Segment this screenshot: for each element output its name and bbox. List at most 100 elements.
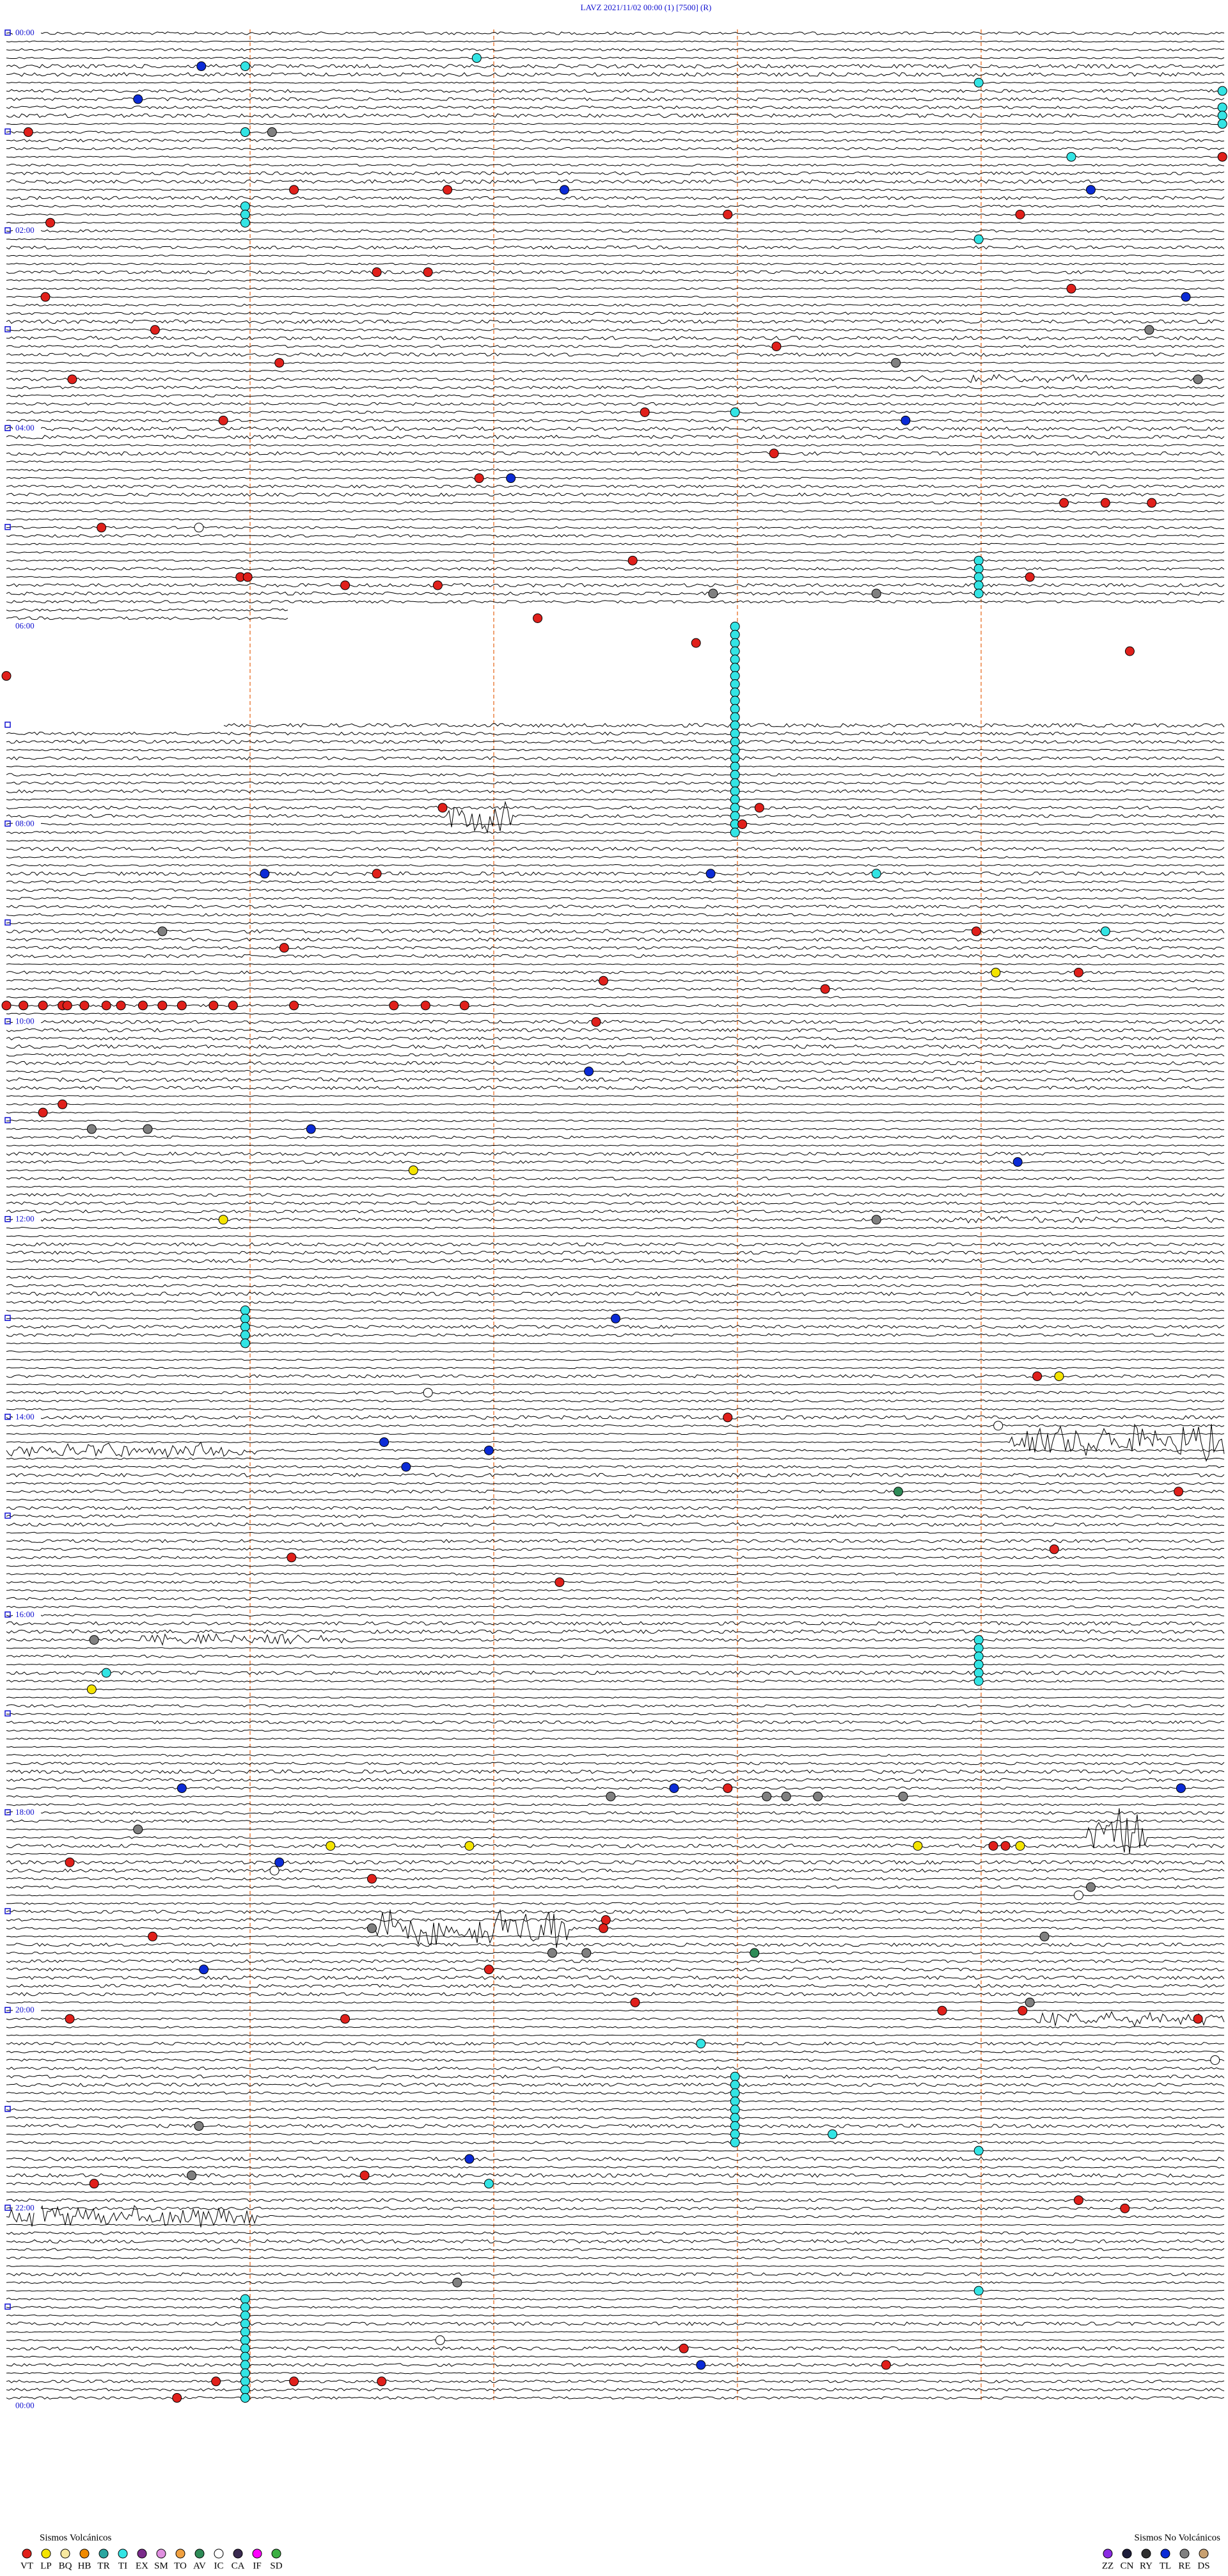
event-marker — [194, 2121, 204, 2131]
event-marker — [340, 580, 350, 590]
seismic-trace — [6, 1786, 1225, 1790]
seismic-trace — [6, 600, 1225, 604]
event-marker — [279, 943, 289, 953]
header-title: LAVZ 2021/11/02 00:00 (1) [7500] (R) — [581, 3, 712, 12]
seismic-trace — [6, 1597, 1225, 1600]
event-marker — [973, 1635, 984, 1645]
seismic-trace — [6, 2396, 1225, 2400]
event-marker — [408, 1165, 418, 1175]
seismic-trace — [6, 1284, 1225, 1288]
event-marker — [555, 1577, 565, 1587]
event-marker — [993, 1421, 1004, 1431]
event-marker — [696, 2360, 706, 2370]
event-marker — [38, 1107, 48, 1118]
event-marker — [820, 984, 830, 994]
seismic-trace — [6, 484, 1225, 489]
seismic-trace — [6, 2206, 1225, 2211]
seismic-trace — [6, 1967, 1225, 1972]
seismic-trace — [6, 1663, 1225, 1666]
event-marker — [240, 209, 250, 219]
seismic-trace — [6, 255, 1225, 257]
seismic-trace — [6, 1086, 1225, 1090]
event-marker — [240, 127, 250, 138]
event-marker — [581, 1948, 592, 1958]
seismic-trace — [6, 2355, 1224, 2358]
seismic-trace — [6, 2124, 1225, 2128]
seismic-trace — [6, 1061, 1225, 1066]
event-marker — [240, 2376, 250, 2387]
event-marker — [209, 1000, 219, 1011]
event-marker — [40, 292, 51, 302]
event-marker — [737, 819, 748, 829]
event-marker — [771, 341, 782, 351]
event-marker — [973, 564, 984, 574]
legend-code: SM — [154, 2561, 168, 2571]
event-marker — [730, 621, 740, 631]
event-marker — [881, 2360, 891, 2370]
time-label-bg — [13, 1215, 41, 1224]
event-marker — [730, 2121, 740, 2131]
seismic-trace — [6, 113, 1225, 118]
event-marker — [401, 1462, 411, 1472]
seismic-trace — [6, 2331, 1225, 2333]
event-marker — [58, 1099, 68, 1109]
event-marker — [1181, 292, 1191, 302]
event-marker — [730, 720, 740, 731]
legend-swatch — [79, 2548, 90, 2559]
event-marker — [289, 1000, 299, 1011]
event-marker — [45, 217, 56, 228]
event-marker — [379, 1437, 390, 1447]
event-marker — [89, 1635, 99, 1645]
event-marker — [240, 1313, 250, 1324]
event-marker — [1147, 498, 1157, 508]
seismic-trace — [6, 1309, 1225, 1312]
event-marker — [973, 555, 984, 565]
seismic-trace — [6, 616, 288, 620]
seismic-trace — [6, 897, 1225, 900]
seismic-trace — [6, 888, 1225, 892]
event-marker — [240, 2368, 250, 2378]
event-marker — [730, 712, 740, 722]
event-marker — [306, 1124, 316, 1134]
event-marker — [730, 638, 740, 648]
event-marker — [730, 761, 740, 771]
seismic-trace — [6, 1235, 1225, 1238]
seismic-trace — [6, 213, 1225, 216]
event-marker — [38, 1000, 48, 1011]
event-marker — [898, 1791, 908, 1801]
hour-marker — [4, 29, 11, 36]
seismic-trace — [6, 1753, 1225, 1757]
event-marker — [991, 967, 1001, 977]
event-marker — [730, 803, 740, 813]
seismic-trace — [6, 1242, 1225, 1247]
seismic-trace — [6, 2297, 1225, 2301]
event-marker — [133, 1824, 143, 1835]
seismic-trace — [6, 493, 1225, 497]
seismic-trace — [6, 1135, 1225, 1139]
time-label-bg — [13, 1412, 41, 1422]
seismic-trace — [6, 559, 1225, 562]
event-marker — [187, 2170, 197, 2181]
seismic-trace — [6, 1151, 1225, 1157]
legend-swatch — [98, 2548, 109, 2559]
seismic-trace — [6, 739, 1225, 744]
event-marker — [423, 1387, 433, 1398]
legend-code: ZZ — [1102, 2561, 1114, 2571]
seismic-trace — [6, 1902, 1225, 1905]
event-marker — [157, 926, 168, 936]
legend-code: EX — [136, 2561, 148, 2571]
seismic-trace — [6, 229, 1225, 233]
seismic-trace — [6, 2372, 1225, 2375]
event-marker — [762, 1791, 772, 1801]
event-marker — [143, 1124, 153, 1134]
event-marker — [432, 580, 443, 590]
event-marker — [813, 1791, 823, 1801]
seismic-trace — [6, 130, 1225, 134]
event-marker — [630, 1997, 640, 2007]
event-marker — [289, 2376, 299, 2387]
event-marker — [730, 2105, 740, 2115]
event-marker — [1120, 2203, 1130, 2213]
legend-code: BQ — [59, 2561, 72, 2571]
seismic-trace — [6, 2281, 1225, 2284]
seismic-trace — [6, 163, 1225, 167]
